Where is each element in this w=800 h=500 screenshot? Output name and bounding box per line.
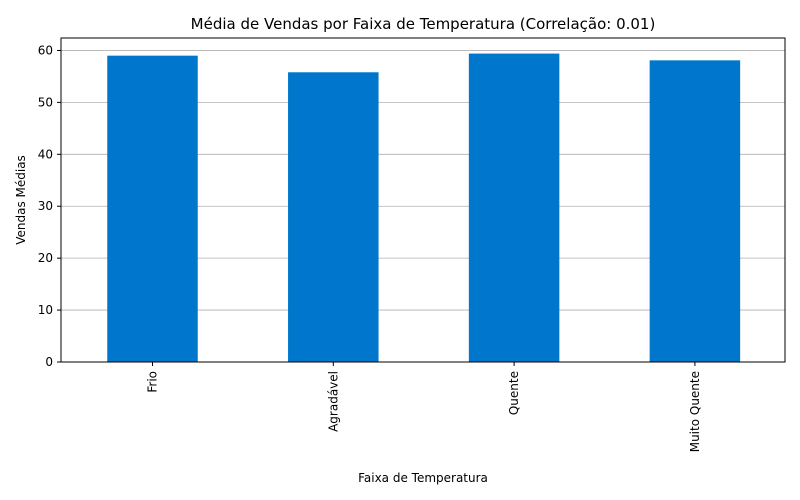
- x-tick-label: Muito Quente: [688, 371, 702, 452]
- x-tick-label: Quente: [507, 371, 521, 415]
- y-axis-label: Vendas Médias: [14, 155, 28, 245]
- y-tick-label: 30: [38, 199, 53, 213]
- x-tick-label: Agradável: [326, 371, 340, 432]
- x-axis-ticks: Frio Agradável Quente Muito Quente: [146, 362, 702, 452]
- bar-quente: [468, 53, 560, 362]
- x-axis-label: Faixa de Temperatura: [358, 471, 488, 485]
- y-tick-label: 50: [38, 95, 53, 109]
- y-tick-label: 40: [38, 147, 53, 161]
- bar-muito-quente: [649, 60, 741, 362]
- y-tick-label: 0: [45, 355, 53, 369]
- bar-agradável: [288, 72, 379, 363]
- y-tick-label: 10: [38, 303, 53, 317]
- chart-title: Média de Vendas por Faixa de Temperatura…: [191, 15, 656, 33]
- y-axis-ticks: 0 10 20 30 40 50 60: [38, 43, 61, 369]
- y-tick-label: 20: [38, 251, 53, 265]
- x-tick-label: Frio: [146, 371, 160, 393]
- y-tick-label: 60: [38, 43, 53, 57]
- bar-frio: [107, 55, 198, 363]
- bars: [107, 53, 741, 363]
- plot-frame: [60, 37, 786, 363]
